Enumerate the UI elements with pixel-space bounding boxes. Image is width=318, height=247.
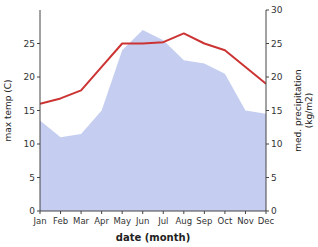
y-tick [37, 144, 40, 145]
y2-tick [266, 77, 269, 78]
y2-tick-label: 20 [271, 72, 283, 82]
y2-tick-label: 30 [271, 5, 283, 15]
x-tick [101, 211, 102, 214]
y-tick-label: 0 [29, 206, 35, 216]
x-tick-label: Aug [176, 216, 193, 226]
x-axis-line [40, 211, 266, 212]
y-tick-label: 25 [24, 39, 35, 49]
x-tick [142, 211, 143, 214]
x-tick [40, 211, 41, 214]
x-tick-label: Oct [218, 216, 233, 226]
line [40, 33, 266, 103]
y2-tick-label: 5 [271, 173, 277, 183]
y-axis-label: max temp (C) [3, 79, 13, 141]
y2-tick-label: 0 [271, 206, 277, 216]
x-tick [204, 211, 205, 214]
y-tick [37, 177, 40, 178]
x-tick [266, 211, 267, 214]
plot-area [40, 30, 266, 211]
x-tick [183, 211, 184, 214]
y-tick [37, 43, 40, 44]
y2-tick [266, 177, 269, 178]
y2-axis-label: med. precipitation(kg/m2) [293, 69, 314, 151]
x-tick [122, 211, 123, 214]
y2-tick [266, 110, 269, 111]
y2-axis-label-line: med. precipitation [293, 69, 303, 151]
y-tick-label: 20 [24, 72, 36, 82]
x-tick-label: Jun [135, 216, 149, 226]
y-tick-label: 5 [29, 173, 35, 183]
x-tick-label: Sep [196, 216, 212, 226]
y-tick [37, 110, 40, 111]
x-tick [245, 211, 246, 214]
x-tick [81, 211, 82, 214]
x-tick [60, 211, 61, 214]
chart: 0 5 10 15 20 25 0 5 10 15 20 25 30 Jan Feb Mar Apr May Jun… [0, 0, 318, 247]
x-tick [163, 211, 164, 214]
y2-tick [266, 144, 269, 145]
x-tick-label: Jan [32, 216, 46, 226]
y2-tick [266, 43, 269, 44]
x-tick-label: Apr [94, 216, 109, 226]
y-tick-label: 10 [24, 139, 36, 149]
y2-tick-label: 15 [271, 106, 282, 116]
y2-tick-label: 10 [271, 139, 283, 149]
y2-tick-label: 25 [271, 39, 282, 49]
y-tick [37, 77, 40, 78]
x-tick-label: Dec [258, 216, 275, 226]
y2-tick [266, 10, 269, 11]
x-tick-label: Jul [157, 216, 168, 226]
y-tick-label: 15 [24, 106, 35, 116]
x-tick-label: Feb [53, 216, 68, 226]
area [40, 30, 266, 211]
y2-axis-label-line: (kg/m2) [304, 93, 314, 128]
x-tick [224, 211, 225, 214]
x-tick-label: May [113, 216, 131, 226]
x-axis-label: date (month) [116, 232, 190, 243]
x-tick-label: Nov [237, 216, 254, 226]
x-tick-label: Mar [73, 216, 90, 226]
